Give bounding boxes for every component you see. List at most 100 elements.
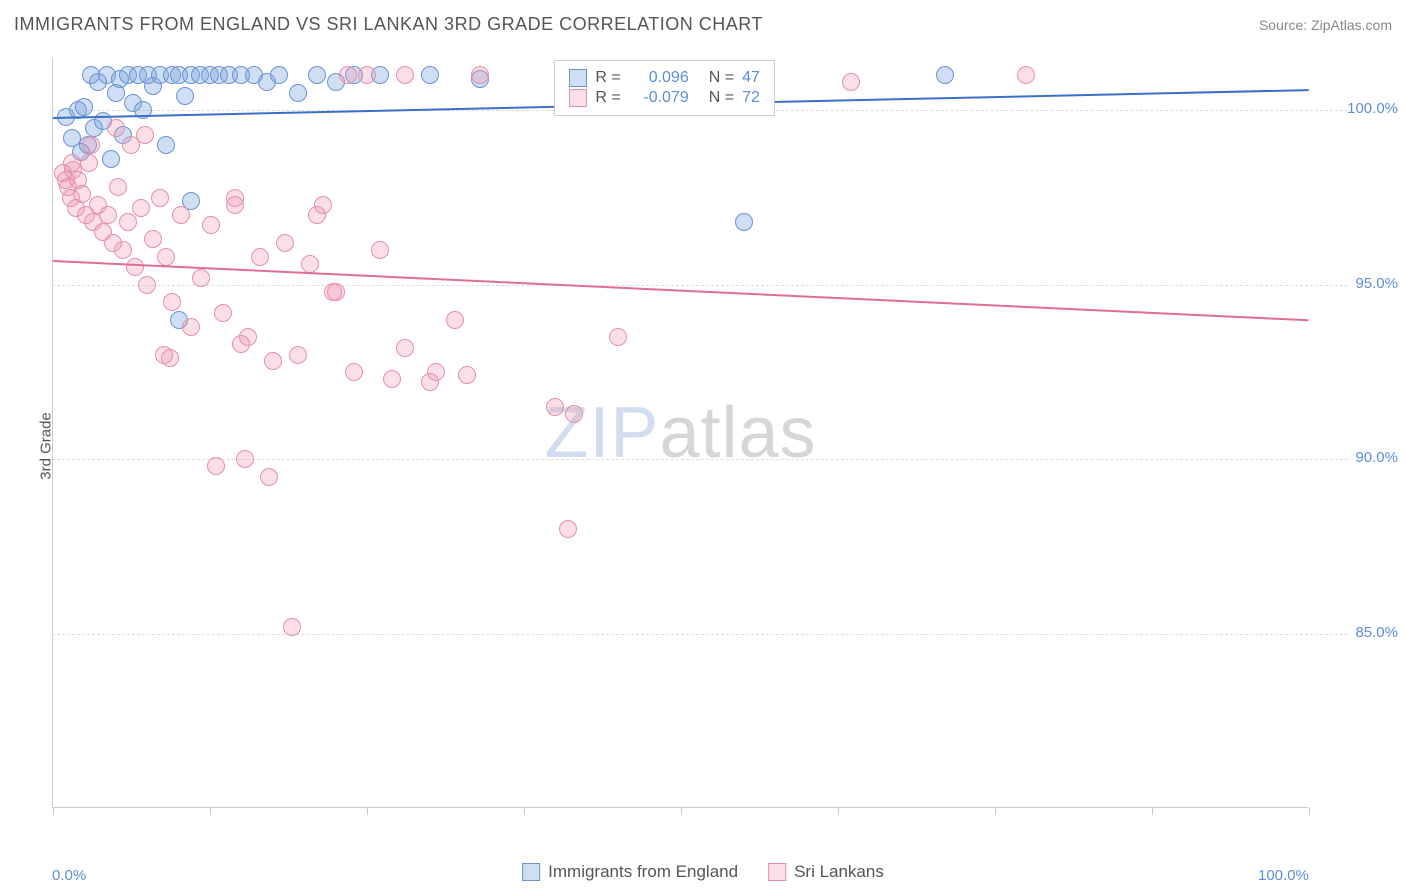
data-point: [371, 241, 389, 259]
data-point: [236, 450, 254, 468]
data-point: [324, 283, 342, 301]
data-point: [172, 206, 190, 224]
data-point: [138, 276, 156, 294]
r-label: R =: [595, 89, 620, 107]
stats-legend: R = 0.096 N = 47 R = -0.079 N = 72: [554, 60, 774, 116]
data-point: [157, 136, 175, 154]
data-point: [289, 346, 307, 364]
data-point: [109, 178, 127, 196]
data-point: [446, 311, 464, 329]
data-point: [214, 304, 232, 322]
legend-label-england: Immigrants from England: [548, 862, 738, 882]
data-point: [202, 216, 220, 234]
data-point: [345, 363, 363, 381]
n-label: N =: [709, 69, 734, 87]
legend-item-england: Immigrants from England: [522, 862, 738, 882]
n-label: N =: [709, 89, 734, 107]
watermark-atlas: atlas: [659, 393, 816, 473]
data-point: [73, 185, 91, 203]
data-point: [358, 66, 376, 84]
data-point: [396, 66, 414, 84]
data-point: [565, 405, 583, 423]
x-tick: [1152, 807, 1153, 815]
data-point: [144, 230, 162, 248]
data-point: [232, 335, 250, 353]
data-point: [75, 98, 93, 116]
data-point: [260, 468, 278, 486]
data-point: [176, 87, 194, 105]
data-point: [107, 119, 125, 137]
data-point: [289, 84, 307, 102]
data-point: [270, 66, 288, 84]
data-point: [182, 318, 200, 336]
data-point: [1017, 66, 1035, 84]
data-point: [383, 370, 401, 388]
trendline: [53, 260, 1309, 321]
x-tick-label: 100.0%: [1258, 867, 1309, 884]
data-point: [396, 339, 414, 357]
source-attribution: Source: ZipAtlas.com: [1259, 17, 1392, 33]
swatch-england: [522, 863, 540, 881]
data-point: [163, 293, 181, 311]
data-point: [63, 154, 81, 172]
x-tick: [838, 807, 839, 815]
data-point: [102, 150, 120, 168]
data-point: [471, 66, 489, 84]
x-tick: [53, 807, 54, 815]
data-point: [427, 363, 445, 381]
x-tick-label: 0.0%: [52, 867, 86, 884]
data-point: [157, 248, 175, 266]
x-tick: [524, 807, 525, 815]
stats-row: R = -0.079 N = 72: [569, 89, 759, 107]
x-tick: [367, 807, 368, 815]
data-point: [251, 248, 269, 266]
x-tick: [681, 807, 682, 815]
data-point: [421, 66, 439, 84]
data-point: [132, 199, 150, 217]
r-value: 0.096: [629, 69, 689, 87]
stats-row: R = 0.096 N = 47: [569, 69, 759, 87]
r-value: -0.079: [629, 89, 689, 107]
data-point: [308, 66, 326, 84]
data-point: [609, 328, 627, 346]
bottom-legend: Immigrants from England Sri Lankans: [522, 862, 884, 882]
stats-swatch: [569, 69, 587, 87]
data-point: [301, 255, 319, 273]
x-tick: [1309, 807, 1310, 815]
data-point: [207, 457, 225, 475]
data-point: [264, 352, 282, 370]
x-tick: [995, 807, 996, 815]
swatch-srilankan: [768, 863, 786, 881]
data-point: [339, 66, 357, 84]
data-point: [842, 73, 860, 91]
data-point: [226, 196, 244, 214]
n-value: 72: [742, 89, 760, 107]
legend-label-srilankan: Sri Lankans: [794, 862, 884, 882]
chart-header: IMMIGRANTS FROM ENGLAND VS SRI LANKAN 3R…: [14, 14, 1392, 35]
y-tick-label: 90.0%: [1355, 449, 1398, 466]
data-point: [136, 126, 154, 144]
chart-plot-area: ZIPatlas: [52, 58, 1308, 808]
data-point: [276, 234, 294, 252]
watermark: ZIPatlas: [544, 392, 816, 474]
data-point: [151, 189, 169, 207]
source-prefix: Source:: [1259, 17, 1311, 33]
data-point: [80, 154, 98, 172]
data-point: [559, 520, 577, 538]
y-tick-label: 100.0%: [1347, 100, 1398, 117]
data-point: [936, 66, 954, 84]
data-point: [126, 258, 144, 276]
chart-title: IMMIGRANTS FROM ENGLAND VS SRI LANKAN 3R…: [14, 14, 763, 35]
data-point: [735, 213, 753, 231]
source-name: ZipAtlas.com: [1311, 17, 1392, 33]
x-tick: [210, 807, 211, 815]
legend-item-srilankan: Sri Lankans: [768, 862, 884, 882]
data-point: [119, 213, 137, 231]
data-point: [82, 136, 100, 154]
r-label: R =: [595, 69, 620, 87]
data-point: [99, 206, 117, 224]
data-point: [314, 196, 332, 214]
n-value: 47: [742, 69, 760, 87]
data-point: [283, 618, 301, 636]
y-tick-label: 85.0%: [1355, 624, 1398, 641]
